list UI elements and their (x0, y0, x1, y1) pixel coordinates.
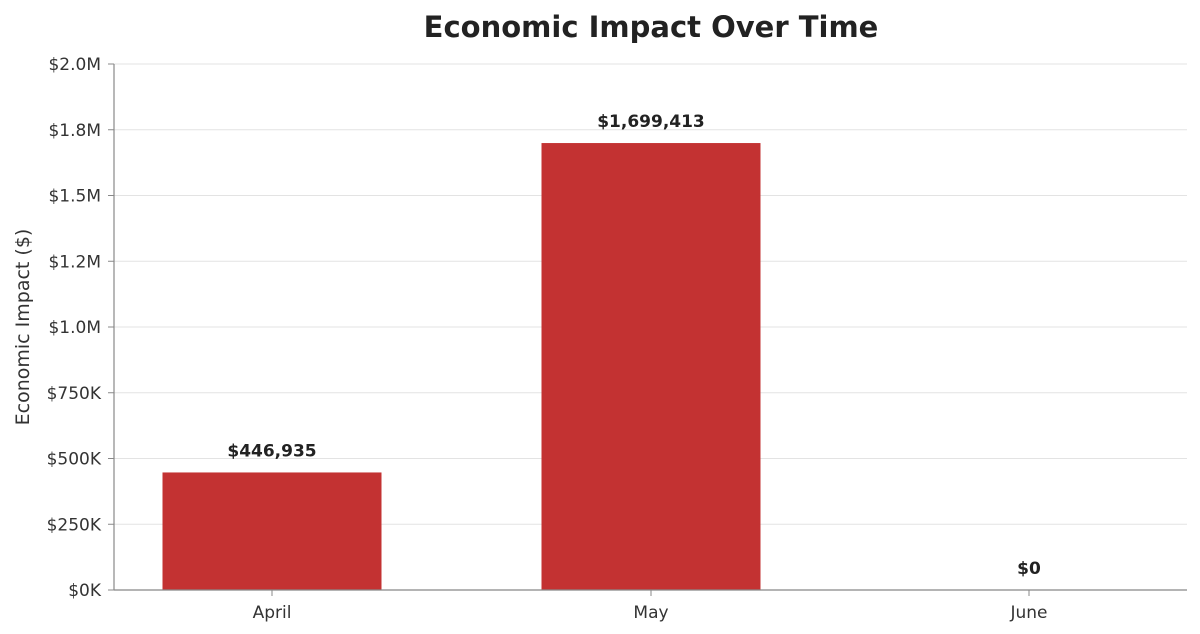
chart-title: Economic Impact Over Time (424, 10, 879, 44)
y-tick-label: $250K (47, 515, 102, 535)
data-labels: $446,935 $1,699,413 $0 (227, 112, 1041, 579)
y-axis-label: Economic Impact ($) (12, 229, 34, 426)
data-label: $0 (1017, 559, 1041, 579)
y-tick-label: $2.0M (48, 55, 101, 75)
y-tick-label: $500K (47, 450, 102, 470)
y-tick-label: $1.0M (48, 318, 101, 338)
y-tick-label: $1.2M (48, 252, 101, 272)
y-tick-label: $0K (68, 581, 102, 601)
bars (162, 143, 761, 590)
y-tick-label: $1.5M (48, 187, 101, 207)
x-ticks: April May June (253, 590, 1048, 623)
x-tick-label: June (1009, 603, 1047, 623)
y-tick-label: $1.8M (48, 121, 101, 141)
bar-may (541, 143, 761, 590)
data-label: $1,699,413 (597, 112, 705, 132)
y-ticks: $0K $250K $500K $750K $1.0M $1.2M $1.5M $1.8M $2… (47, 55, 114, 601)
x-tick-label: April (253, 603, 292, 623)
bar-april (162, 472, 382, 590)
y-tick-label: $750K (47, 384, 102, 404)
x-tick-label: May (633, 603, 668, 623)
data-label: $446,935 (227, 441, 316, 461)
